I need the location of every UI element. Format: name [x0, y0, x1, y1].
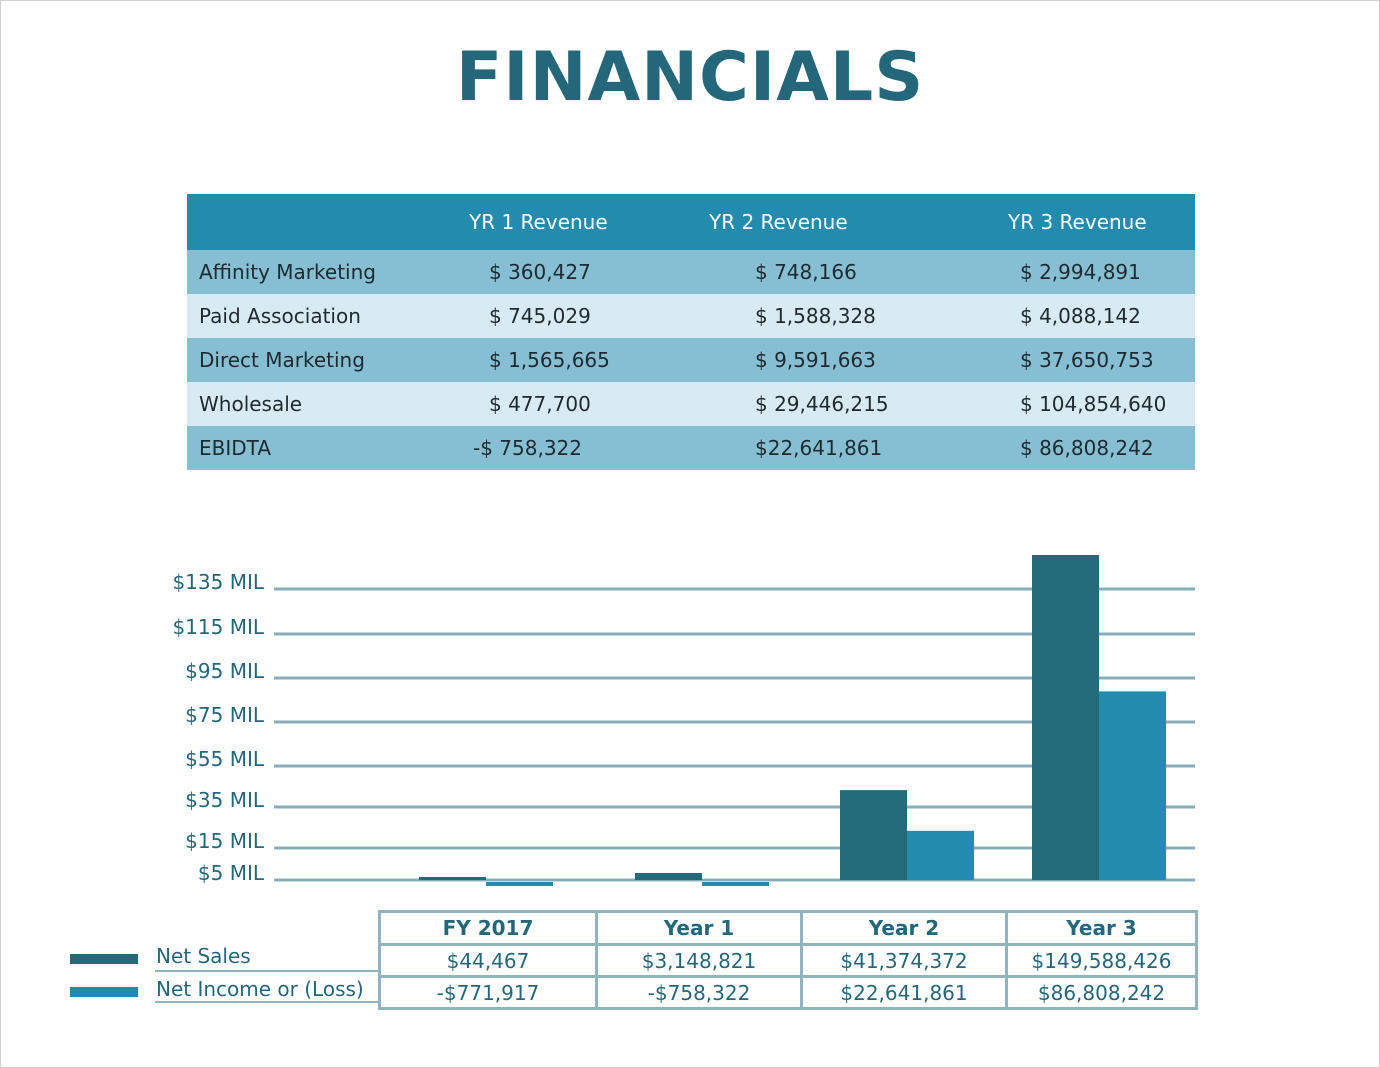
legend-label: Net Sales	[156, 944, 251, 968]
header-blank	[187, 194, 427, 250]
category-label: Year 2	[800, 910, 1008, 946]
yr2-value: $ 1,588,328	[689, 294, 954, 338]
bars	[419, 555, 1166, 886]
row-label: Paid Association	[187, 294, 427, 338]
chart-data-table: FY 2017 Year 1 Year 2 Year 3 $44,467 $3,…	[378, 910, 1198, 1010]
yr3-value: $ 104,854,640	[954, 382, 1195, 426]
table-row: $44,467 $3,148,821 $41,374,372 $149,588,…	[378, 943, 1198, 978]
row-label: Wholesale	[187, 382, 427, 426]
bar-net-sales-year-1	[635, 873, 702, 880]
y-tick-label: $75 MIL	[185, 703, 265, 727]
yr2-value: $ 748,166	[689, 250, 954, 294]
category-label: Year 1	[595, 910, 803, 946]
bar-net-sales-year-2	[840, 790, 907, 880]
data-label: $3,148,821	[595, 943, 803, 978]
page-title: FINANCIALS	[455, 38, 925, 117]
table-row: Direct Marketing $ 1,565,665 $ 9,591,663…	[187, 338, 1195, 382]
header-yr3: YR 3 Revenue	[954, 194, 1195, 250]
row-label: Direct Marketing	[187, 338, 427, 382]
table-row: Wholesale $ 477,700 $ 29,446,215 $ 104,8…	[187, 382, 1195, 426]
y-tick-label: $55 MIL	[185, 747, 265, 771]
table-row: Affinity Marketing $ 360,427 $ 748,166 $…	[187, 250, 1195, 294]
yr3-value: $ 4,088,142	[954, 294, 1195, 338]
legend-swatch	[70, 987, 138, 997]
data-label: $149,588,426	[1005, 943, 1198, 978]
data-label: $86,808,242	[1005, 975, 1198, 1010]
yr2-value: $22,641,861	[689, 426, 954, 470]
data-label: -$758,322	[595, 975, 803, 1010]
bar-net-income-fy-2017	[486, 882, 553, 886]
yr1-value: $ 477,700	[427, 382, 689, 426]
y-tick-label: $115 MIL	[172, 615, 264, 639]
yr1-value: $ 745,029	[427, 294, 689, 338]
legend-label: Net Income or (Loss)	[156, 977, 364, 1001]
category-label: Year 3	[1005, 910, 1198, 946]
yr1-value: -$ 758,322	[427, 426, 689, 470]
y-tick-label: $95 MIL	[185, 659, 265, 683]
yr1-value: $ 360,427	[427, 250, 689, 294]
row-label: EBIDTA	[187, 426, 427, 470]
table-row: Paid Association $ 745,029 $ 1,588,328 $…	[187, 294, 1195, 338]
data-label: -$771,917	[378, 975, 598, 1010]
yr2-value: $ 9,591,663	[689, 338, 954, 382]
header-yr2: YR 2 Revenue	[689, 194, 954, 250]
revenue-table-header: YR 1 Revenue YR 2 Revenue YR 3 Revenue	[187, 194, 1195, 250]
data-label: $41,374,372	[800, 943, 1008, 978]
y-tick-label: $5 MIL	[198, 861, 265, 885]
y-tick-label: $35 MIL	[185, 788, 265, 812]
category-label: FY 2017	[378, 910, 598, 946]
table-row: -$771,917 -$758,322 $22,641,861 $86,808,…	[378, 975, 1198, 1010]
row-label: Affinity Marketing	[187, 250, 427, 294]
bar-net-income-year-2	[907, 830, 974, 880]
legend-swatch	[70, 954, 138, 964]
data-label: $22,641,861	[800, 975, 1008, 1010]
bar-net-sales-fy-2017	[419, 877, 486, 880]
bar-net-sales-year-3	[1032, 555, 1099, 880]
y-tick-label: $135 MIL	[172, 570, 264, 594]
yr1-value: $ 1,565,665	[427, 338, 689, 382]
bar-net-income-year-1	[702, 882, 769, 886]
data-table-header: FY 2017 Year 1 Year 2 Year 3	[378, 910, 1198, 946]
y-tick-label: $15 MIL	[185, 829, 265, 853]
yr2-value: $ 29,446,215	[689, 382, 954, 426]
data-label: $44,467	[378, 943, 598, 978]
yr3-value: $ 86,808,242	[954, 426, 1195, 470]
bar-net-income-year-3	[1099, 691, 1166, 880]
legend-divider	[155, 970, 380, 972]
legend-divider	[155, 1001, 380, 1003]
revenue-table: YR 1 Revenue YR 2 Revenue YR 3 Revenue A…	[187, 194, 1195, 470]
yr3-value: $ 37,650,753	[954, 338, 1195, 382]
header-yr1: YR 1 Revenue	[427, 194, 689, 250]
yr3-value: $ 2,994,891	[954, 250, 1195, 294]
bar-chart: $5 MIL $15 MIL $35 MIL $55 MIL $75 MIL $95 MI…	[172, 555, 1195, 886]
table-row: EBIDTA -$ 758,322 $22,641,861 $ 86,808,2…	[187, 426, 1195, 470]
y-axis-ticks: $5 MIL $15 MIL $35 MIL $55 MIL $75 MIL $95 MI…	[172, 570, 264, 885]
